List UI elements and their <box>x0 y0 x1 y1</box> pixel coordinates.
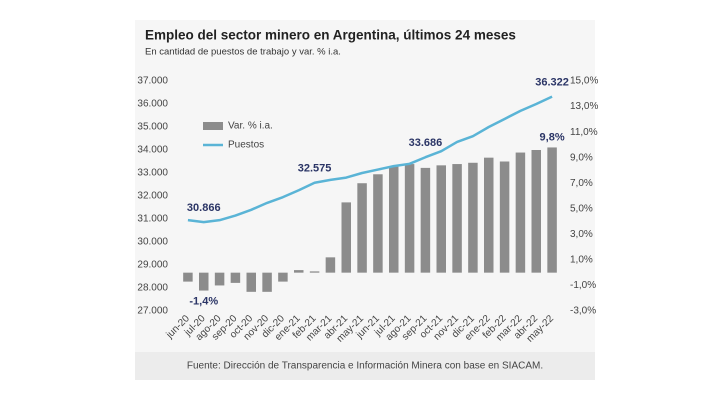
y-tick-label: 35.000 <box>137 122 168 133</box>
y2-tick-label: 7,0% <box>570 178 593 189</box>
bar <box>214 272 225 286</box>
bar <box>499 161 510 273</box>
bar <box>309 271 320 273</box>
y2-tick-label: 11,0% <box>570 127 598 138</box>
chart-title: Empleo del sector minero en Argentina, ú… <box>145 28 516 43</box>
y2-tick-label: 9,0% <box>570 152 593 163</box>
y-tick-label: 30.000 <box>137 237 168 248</box>
chart-subtitle: En cantidad de puestos de trabajo y var.… <box>145 47 341 58</box>
legend-label: Puestos <box>228 140 264 151</box>
data-label: 33.686 <box>409 137 443 149</box>
source: Fuente: Dirección de Transparencia e Inf… <box>187 361 543 372</box>
y2-tick-label: -1,0% <box>570 280 596 291</box>
y-tick-label: 33.000 <box>137 168 168 179</box>
legend-label: Var. % i.a. <box>228 121 273 132</box>
y-tick-label: 32.000 <box>137 191 168 202</box>
bar <box>325 257 336 273</box>
y-tick-label: 27.000 <box>137 306 168 317</box>
bar <box>373 174 383 273</box>
bar <box>452 164 462 273</box>
bar <box>389 166 399 273</box>
y-tick-label: 34.000 <box>137 145 168 156</box>
y-tick-label: 29.000 <box>137 260 168 271</box>
y-tick-label: 36.000 <box>137 99 168 110</box>
y2-tick-label: 1,0% <box>570 255 593 266</box>
data-label: -1,4% <box>189 295 218 307</box>
bar <box>436 165 446 273</box>
y-tick-label: 28.000 <box>137 283 168 294</box>
y2-tick-label: 15,0% <box>570 76 598 87</box>
source-strip <box>135 352 595 380</box>
bar <box>515 152 526 273</box>
y2-tick-label: 3,0% <box>570 229 593 240</box>
y2-tick-label: -3,0% <box>570 306 596 317</box>
bar <box>404 164 415 273</box>
bar <box>294 270 304 273</box>
bar <box>357 183 367 273</box>
y2-tick-label: 5,0% <box>570 203 593 214</box>
bar <box>199 272 209 291</box>
y2-tick-label: 13,0% <box>570 101 598 112</box>
bar <box>183 272 193 282</box>
data-label: 30.866 <box>187 202 221 214</box>
line <box>187 95 553 224</box>
bar <box>230 272 241 283</box>
bar <box>262 272 272 292</box>
bar <box>278 272 288 282</box>
bar <box>246 272 256 292</box>
bar <box>547 147 557 273</box>
bar <box>484 157 494 273</box>
data-label: 32.575 <box>298 163 332 175</box>
bar <box>420 167 431 273</box>
bar <box>531 150 541 273</box>
y-tick-label: 37.000 <box>137 76 168 87</box>
y-tick-label: 31.000 <box>137 214 168 225</box>
legend-swatch <box>203 122 223 130</box>
bar <box>341 202 351 273</box>
data-label: 9,8% <box>540 131 565 143</box>
data-label: 36.322 <box>535 77 569 89</box>
bar <box>468 162 478 273</box>
